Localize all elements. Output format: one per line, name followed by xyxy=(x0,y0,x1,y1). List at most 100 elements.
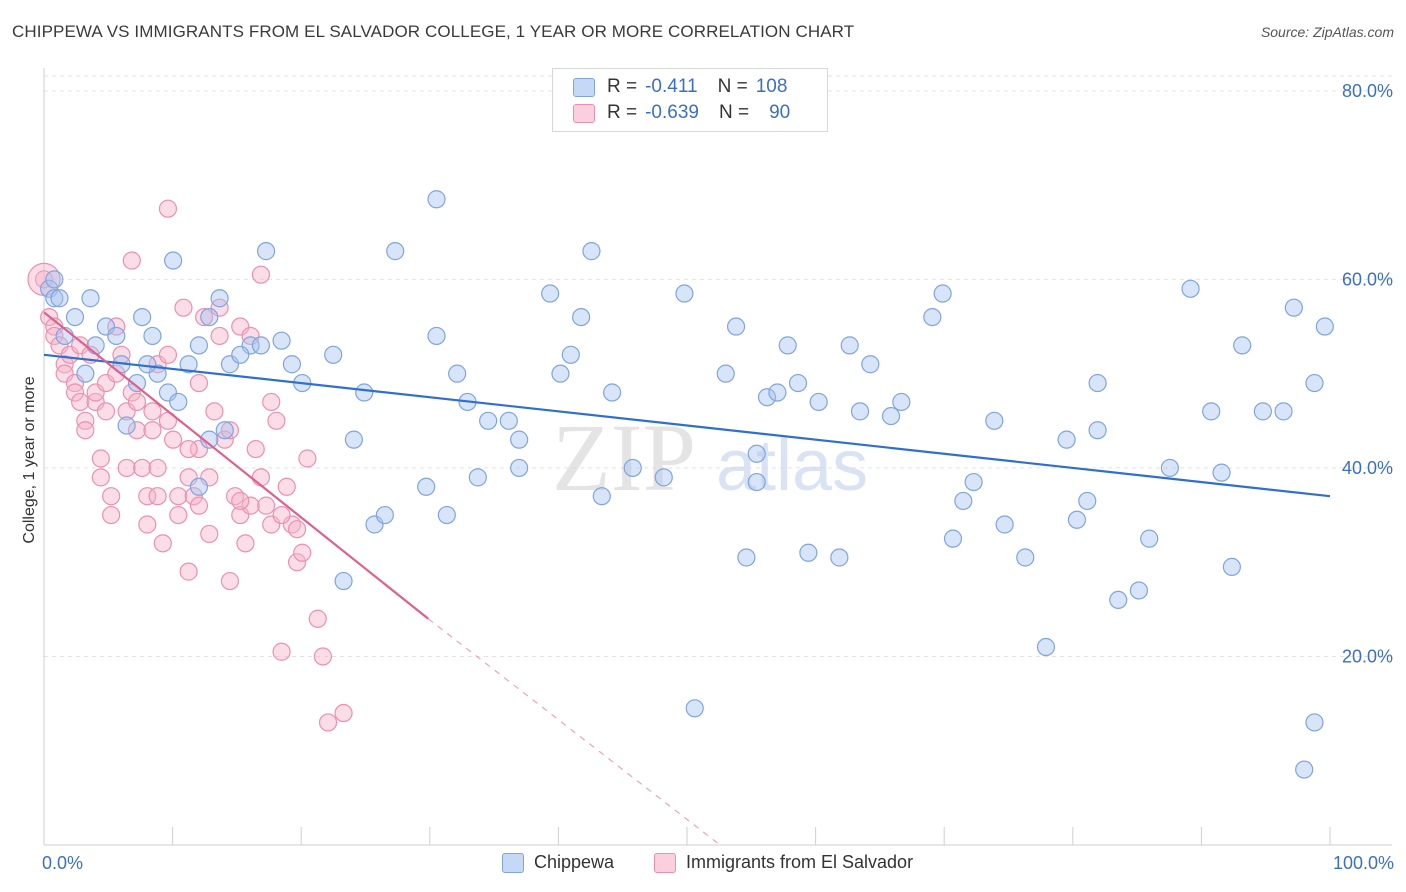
point-chippewa xyxy=(603,383,622,402)
point-chippewa xyxy=(210,289,229,308)
point-chippewa xyxy=(964,472,983,492)
point-el-salvador xyxy=(122,251,141,270)
point-chippewa xyxy=(592,487,611,506)
point-chippewa xyxy=(324,345,343,364)
point-el-salvador xyxy=(127,421,147,440)
point-chippewa xyxy=(747,444,766,463)
point-chippewa xyxy=(256,242,276,261)
point-el-salvador xyxy=(91,449,110,468)
point-el-salvador xyxy=(205,402,224,421)
point-chippewa xyxy=(1036,637,1056,657)
point-chippewa xyxy=(1078,491,1097,511)
tick-labels: 20.0% 40.0% 60.0% 80.0% 0.0% 100.0% xyxy=(42,81,1394,873)
series-legend: Chippewa Immigrants from El Salvador xyxy=(0,852,1406,876)
point-el-salvador xyxy=(158,199,178,218)
point-chippewa xyxy=(50,289,69,308)
watermark-zip: ZIP xyxy=(552,404,696,511)
legend-n-label: N = xyxy=(718,102,750,123)
point-chippewa xyxy=(799,543,818,562)
series-el-salvador-points xyxy=(27,199,353,732)
point-chippewa xyxy=(510,430,529,449)
point-chippewa xyxy=(1295,760,1314,779)
point-chippewa xyxy=(427,190,446,209)
point-chippewa xyxy=(933,284,952,303)
point-chippewa xyxy=(1140,529,1159,548)
point-chippewa xyxy=(830,548,849,567)
point-chippewa xyxy=(65,307,85,327)
legend-n-label: N = xyxy=(717,76,748,97)
y-tick-label: 20.0% xyxy=(1342,646,1393,666)
point-el-salvador xyxy=(102,487,121,506)
point-chippewa xyxy=(344,430,363,449)
point-chippewa xyxy=(1109,590,1128,610)
point-el-salvador xyxy=(308,609,327,628)
point-chippewa xyxy=(1088,373,1107,393)
y-tick-label: 60.0% xyxy=(1342,269,1393,289)
point-chippewa xyxy=(107,326,126,346)
trend-line-chippewa xyxy=(43,353,1331,498)
point-el-salvador xyxy=(143,402,162,421)
point-chippewa xyxy=(861,355,880,374)
point-chippewa xyxy=(788,373,808,393)
point-chippewa xyxy=(850,402,870,421)
point-el-salvador xyxy=(195,307,214,327)
point-chippewa xyxy=(1315,317,1334,336)
point-chippewa xyxy=(1233,336,1252,355)
point-chippewa xyxy=(179,355,198,374)
point-el-salvador xyxy=(220,571,240,591)
point-el-salvador xyxy=(71,392,90,412)
point-el-salvador xyxy=(169,505,188,525)
legend-r-label: R = xyxy=(607,76,638,97)
point-el-salvador xyxy=(164,430,183,449)
point-chippewa xyxy=(747,472,766,492)
point-el-salvador xyxy=(334,703,353,723)
point-chippewa xyxy=(1016,548,1035,567)
point-chippewa xyxy=(375,505,394,525)
point-chippewa xyxy=(943,529,963,548)
point-chippewa xyxy=(809,392,828,412)
point-el-salvador xyxy=(138,515,157,534)
point-chippewa xyxy=(985,411,1004,430)
point-chippewa xyxy=(189,477,209,496)
y-tick-label: 40.0% xyxy=(1342,458,1393,478)
point-el-salvador xyxy=(287,553,307,572)
point-chippewa xyxy=(510,458,529,478)
point-el-salvador xyxy=(138,487,157,506)
point-chippewa xyxy=(189,336,209,355)
point-chippewa xyxy=(468,468,487,487)
y-tick-label: 80.0% xyxy=(1342,81,1393,101)
point-el-salvador xyxy=(174,298,193,317)
point-el-salvador xyxy=(246,439,265,459)
point-el-salvador xyxy=(148,458,167,478)
x-tick-label: 100.0% xyxy=(1333,853,1394,873)
point-chippewa xyxy=(716,364,735,383)
point-chippewa xyxy=(1212,463,1231,482)
point-chippewa xyxy=(1057,430,1076,449)
point-el-salvador xyxy=(220,421,240,440)
point-chippewa xyxy=(86,336,105,355)
point-chippewa xyxy=(995,515,1014,534)
point-chippewa xyxy=(1160,458,1179,478)
point-chippewa xyxy=(215,421,234,440)
legend-n-value: 108 xyxy=(755,76,788,97)
trend-lines xyxy=(43,311,1331,846)
point-chippewa xyxy=(1284,298,1303,317)
point-chippewa xyxy=(778,336,797,355)
point-el-salvador xyxy=(133,458,152,478)
point-el-salvador xyxy=(65,383,85,402)
legend-swatch-el-salvador xyxy=(654,852,676,873)
point-el-salvador xyxy=(158,345,178,364)
point-chippewa xyxy=(1067,510,1087,529)
legend-r-label: R = xyxy=(607,102,638,123)
point-el-salvador xyxy=(76,411,95,430)
point-el-salvador xyxy=(102,505,121,525)
point-el-salvador xyxy=(267,411,286,430)
legend-label-chippewa: Chippewa xyxy=(534,852,615,872)
point-el-salvador xyxy=(287,520,307,539)
point-el-salvador xyxy=(91,468,110,487)
point-chippewa xyxy=(726,317,746,336)
point-chippewa xyxy=(448,364,467,383)
point-el-salvador xyxy=(107,364,126,383)
x-tick-label: 0.0% xyxy=(42,853,83,873)
point-el-salvador xyxy=(45,326,64,346)
